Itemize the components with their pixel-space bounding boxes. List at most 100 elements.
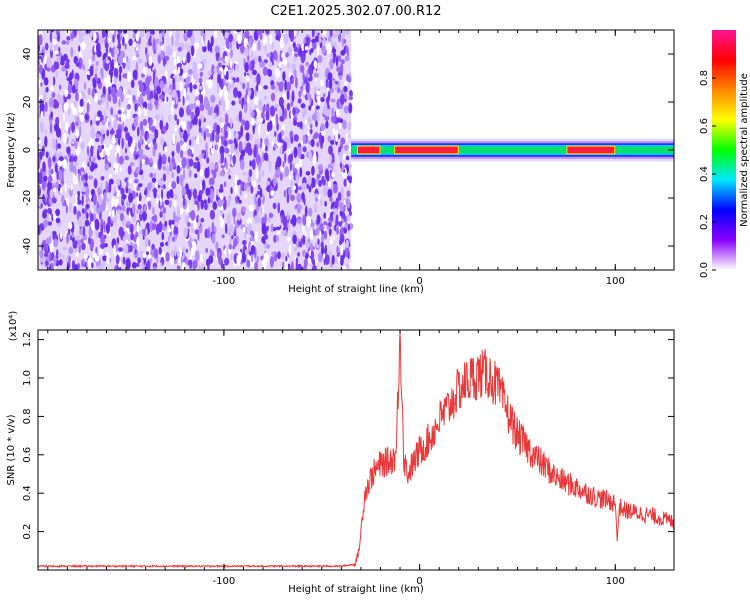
noise-speckle (316, 90, 321, 95)
noise-speckle (105, 147, 111, 157)
noise-speckle (242, 31, 245, 41)
noise-speckle (197, 230, 200, 241)
noise-speckle (296, 203, 301, 214)
noise-speckle (133, 223, 137, 232)
noise-speckle (305, 37, 311, 43)
noise-speckle (272, 202, 277, 210)
snr-y-multiplier: (x10⁴) (8, 311, 19, 342)
noise-speckle (187, 30, 191, 38)
noise-speckle (119, 65, 123, 74)
noise-speckle (122, 36, 125, 47)
noise-speckle (327, 135, 332, 143)
noise-speckle (347, 223, 350, 232)
noise-speckle (142, 101, 148, 110)
noise-speckle (259, 142, 263, 149)
noise-speckle (88, 227, 93, 238)
noise-speckle (162, 184, 166, 190)
noise-speckle (214, 45, 220, 53)
noise-speckle (331, 107, 335, 118)
noise-speckle (153, 38, 156, 50)
noise-speckle (332, 212, 336, 223)
noise-speckle (100, 129, 106, 135)
noise-speckle (346, 198, 351, 209)
noise-speckle (132, 55, 137, 61)
noise-speckle (73, 205, 77, 215)
noise-speckle (294, 53, 299, 58)
noise-speckle (174, 246, 177, 257)
noise-speckle (154, 128, 159, 139)
noise-speckle (298, 90, 302, 98)
noise-speckle (212, 201, 218, 211)
noise-speckle (66, 77, 72, 82)
noise-speckle (73, 114, 77, 122)
noise-speckle (241, 252, 247, 263)
noise-speckle (341, 59, 345, 65)
noise-speckle (343, 105, 349, 114)
noise-speckle (193, 188, 197, 199)
noise-speckle (316, 173, 321, 179)
noise-speckle (200, 265, 205, 270)
noise-speckle (57, 143, 61, 149)
noise-speckle (299, 121, 303, 130)
noise-speckle (50, 111, 53, 119)
noise-speckle (242, 239, 247, 246)
noise-speckle (275, 226, 281, 231)
noise-speckle (94, 73, 98, 80)
noise-speckle (216, 251, 221, 259)
spectrogram-x-axis-label: Height of straight line (km) (288, 284, 424, 295)
noise-speckle (149, 172, 154, 178)
noise-speckle (183, 30, 189, 42)
noise-speckle (183, 130, 188, 143)
noise-speckle (223, 85, 227, 92)
noise-speckle (123, 87, 126, 96)
noise-speckle (153, 266, 157, 270)
snr-xtick-label: 0 (416, 576, 422, 587)
noise-speckle (153, 172, 156, 178)
noise-speckle (94, 137, 100, 143)
noise-speckle (301, 182, 307, 191)
noise-speckle (270, 105, 275, 117)
noise-speckle (55, 70, 59, 78)
noise-speckle (302, 134, 306, 145)
spectrogram-ytick-label: 20 (22, 96, 33, 109)
noise-speckle (311, 165, 315, 176)
noise-speckle (73, 161, 79, 167)
noise-speckle (97, 265, 102, 270)
noise-speckle (122, 236, 126, 242)
noise-speckle (188, 68, 193, 76)
noise-speckle (127, 138, 132, 147)
noise-speckle (228, 42, 233, 49)
noise-speckle (216, 124, 221, 135)
noise-speckle (286, 89, 290, 100)
noise-speckle (75, 91, 79, 102)
noise-speckle (105, 222, 110, 234)
noise-speckle (250, 253, 254, 263)
noise-speckle (194, 89, 199, 98)
noise-speckle (217, 199, 223, 207)
noise-speckle (258, 124, 261, 136)
noise-speckle (174, 114, 177, 121)
noise-speckle (129, 223, 134, 234)
noise-speckle (138, 229, 143, 235)
noise-speckle (106, 117, 109, 128)
noise-speckle (220, 122, 224, 129)
noise-speckle (240, 159, 244, 170)
noise-speckle (227, 196, 231, 207)
noise-speckle (124, 33, 129, 44)
noise-speckle (193, 161, 198, 169)
noise-speckle (159, 41, 163, 47)
noise-speckle (190, 210, 196, 221)
noise-speckle (124, 230, 128, 240)
noise-speckle (38, 79, 41, 88)
noise-speckle (161, 188, 164, 200)
noise-speckle (77, 195, 80, 203)
spectrogram-x-ticks: -100 0 100 (47, 30, 675, 287)
noise-speckle (293, 134, 299, 142)
noise-speckle (130, 232, 135, 241)
noise-speckle (295, 77, 298, 89)
noise-speckle (321, 175, 326, 184)
noise-speckle (167, 228, 172, 233)
noise-speckle (279, 36, 285, 49)
noise-speckle (220, 151, 225, 164)
noise-speckle (100, 224, 103, 236)
